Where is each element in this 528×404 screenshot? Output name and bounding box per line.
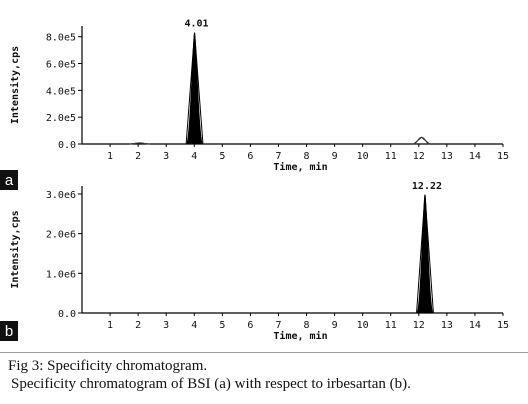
x-tick-label: 11 bbox=[385, 151, 397, 162]
panel-badge-label: b bbox=[5, 323, 13, 340]
x-tick-label: 6 bbox=[247, 320, 253, 331]
x-axis-label: Time, min bbox=[273, 161, 327, 173]
x-tick-label: 12 bbox=[413, 320, 425, 331]
x-tick-label: 3 bbox=[163, 151, 169, 162]
x-tick-label: 7 bbox=[275, 320, 281, 331]
x-tick-label: 11 bbox=[385, 320, 397, 331]
x-tick-label: 1 bbox=[107, 320, 113, 331]
peak-outline bbox=[129, 142, 150, 145]
y-tick-label: 6.0e5 bbox=[46, 60, 76, 71]
panel-badge-label: a bbox=[5, 172, 14, 189]
y-tick-label: 0.0 bbox=[58, 140, 76, 151]
y-tick-label: 0.0 bbox=[58, 309, 76, 320]
x-tick-label: 6 bbox=[247, 151, 253, 162]
x-tick-label: 9 bbox=[332, 320, 338, 331]
peak-outline bbox=[413, 136, 430, 145]
y-axis-label: Intensity,cps bbox=[9, 210, 21, 288]
x-tick-label: 10 bbox=[357, 320, 369, 331]
y-tick-label: 1.0e6 bbox=[46, 269, 76, 280]
x-tick-label: 9 bbox=[332, 151, 338, 162]
caption-title: Fig 3: Specificity chromatogram. bbox=[8, 358, 208, 374]
x-axis-label: Time, min bbox=[273, 330, 327, 342]
chromatogram-trace bbox=[83, 194, 503, 314]
x-tick-label: 12 bbox=[413, 151, 425, 162]
caption-divider bbox=[0, 352, 528, 353]
panel-badge bbox=[0, 170, 18, 190]
x-tick-label: 1 bbox=[107, 151, 113, 162]
x-tick-label: 5 bbox=[219, 320, 225, 331]
peak-filled bbox=[416, 194, 434, 314]
x-tick-label: 2 bbox=[135, 151, 141, 162]
peak-label: 4.01 bbox=[185, 19, 209, 30]
y-axis-label: Intensity,cps bbox=[9, 46, 21, 124]
figure-caption: Fig 3: Specificity chromatogram. Specifi… bbox=[8, 357, 524, 393]
x-tick-label: 4 bbox=[191, 151, 197, 162]
x-tick-label: 7 bbox=[275, 151, 281, 162]
x-tick-label: 3 bbox=[163, 320, 169, 331]
peak-filled bbox=[185, 32, 204, 145]
peak-label: 12.22 bbox=[412, 181, 442, 192]
x-tick-label: 14 bbox=[469, 320, 481, 331]
caption-description: Specificity chromatogram of BSI (a) with… bbox=[11, 376, 411, 392]
y-tick-label: 3.0e6 bbox=[46, 190, 76, 201]
x-tick-label: 2 bbox=[135, 320, 141, 331]
x-tick-label: 8 bbox=[304, 320, 310, 331]
x-tick-label: 13 bbox=[441, 320, 453, 331]
x-tick-label: 4 bbox=[191, 320, 197, 331]
x-tick-label: 13 bbox=[441, 151, 453, 162]
x-tick-label: 15 bbox=[497, 320, 509, 331]
chromatogram-trace bbox=[83, 32, 503, 145]
x-tick-label: 10 bbox=[357, 151, 369, 162]
y-tick-label: 8.0e5 bbox=[46, 33, 76, 44]
y-tick-label: 4.0e5 bbox=[46, 86, 76, 97]
x-tick-label: 8 bbox=[304, 151, 310, 162]
x-tick-label: 14 bbox=[469, 151, 481, 162]
x-tick-label: 15 bbox=[497, 151, 509, 162]
panel-badge bbox=[0, 321, 18, 341]
y-tick-label: 2.0e6 bbox=[46, 230, 76, 241]
y-tick-label: 2.0e5 bbox=[46, 113, 76, 124]
x-tick-label: 5 bbox=[219, 151, 225, 162]
